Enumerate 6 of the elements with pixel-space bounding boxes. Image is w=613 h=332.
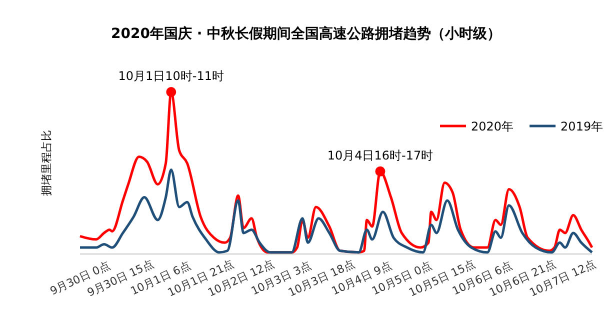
annotation: 10月4日16时-17时 bbox=[327, 148, 434, 162]
chart-title: 2020年国庆 · 中秋长假期间全国高速公路拥堵趋势（小时级） bbox=[110, 25, 502, 42]
legend-label: 2019年 bbox=[560, 120, 604, 134]
annotation: 10月1日10时-11时 bbox=[118, 69, 224, 83]
legend-label: 2020年 bbox=[471, 120, 514, 134]
y-axis-title: 拥堵里程占比 bbox=[40, 130, 53, 196]
